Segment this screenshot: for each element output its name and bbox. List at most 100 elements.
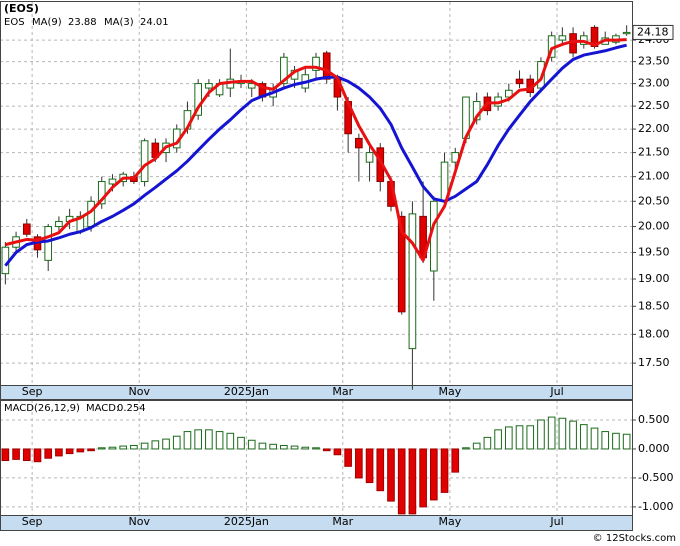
y-tick-label: -1.000 (638, 500, 673, 513)
macd-bar (312, 447, 320, 450)
macd-bar (462, 447, 470, 450)
y-tick-label: 17.50 (638, 356, 670, 369)
y-tick-label: 18.50 (638, 299, 670, 312)
candle-body (97, 181, 106, 205)
y-tick-label: 21.00 (638, 170, 670, 183)
legend-ma9-value: 23.88 (68, 17, 97, 28)
candle-body (322, 52, 331, 80)
macd-bar (280, 444, 288, 450)
candle-body (558, 35, 567, 41)
macd-bar (194, 429, 202, 450)
date-axis-band (0, 515, 632, 530)
macd-bar (55, 448, 63, 457)
price-frame (0, 1, 633, 400)
macd-bar (387, 448, 395, 502)
candle-body (44, 226, 53, 261)
y-tick-label: 23.00 (638, 77, 670, 90)
candle-body (247, 83, 256, 89)
ma-line (4, 43, 627, 267)
macd-bar (22, 448, 31, 462)
x-tick-label: May (439, 515, 462, 528)
macd-bar (333, 448, 342, 456)
macd-bar (226, 432, 235, 450)
y-tick-label: 22.50 (638, 99, 670, 112)
macd-legend-value: 0.254 (117, 403, 146, 414)
x-tick-label: Jul (549, 385, 563, 398)
macd-bar (12, 448, 20, 460)
macd-bar (33, 448, 42, 463)
x-tick-label: May (439, 385, 462, 398)
macd-bar (526, 425, 535, 450)
x-tick-label: 2025Jan (224, 385, 269, 398)
macd-bar (451, 448, 460, 473)
candle-body (55, 220, 63, 228)
macd-bar (355, 448, 363, 479)
y-tick-label: 0.000 (638, 442, 670, 455)
macd-bar (322, 448, 331, 452)
candle-body (408, 213, 417, 350)
x-tick-label: Sep (22, 515, 43, 528)
macd-bar (504, 426, 513, 450)
macd-bar (483, 436, 492, 450)
x-tick-label: Sep (22, 385, 43, 398)
macd-bar (130, 444, 138, 450)
macd-bar (515, 425, 524, 450)
y-tick-label: 19.00 (638, 272, 670, 285)
chart-title: (EOS) (4, 2, 39, 15)
macd-bar (440, 448, 449, 493)
macd-bar (612, 432, 620, 450)
macd-legend: MACD: (86, 403, 119, 414)
macd-bar (419, 448, 427, 508)
candle-body (140, 140, 149, 183)
y-tick-label: 22.00 (638, 122, 670, 135)
legend-ma3-value: 24.01 (140, 17, 169, 28)
legend-ticker: EOS (4, 17, 25, 28)
candle-body (312, 56, 320, 71)
y-tick-label: 20.00 (638, 220, 670, 233)
date-axis-band (0, 385, 632, 400)
candle-body (280, 56, 288, 85)
candle-body (622, 31, 631, 35)
y-tick-label: 0.500 (638, 413, 670, 426)
macd-bar (301, 446, 310, 450)
macd-bar (558, 417, 567, 450)
legend-ma3: MA(3) (104, 17, 134, 28)
macd-bar (376, 448, 385, 492)
last-price-label: 24.18 (637, 25, 669, 38)
macd-bar (97, 447, 106, 450)
candle-body (22, 223, 31, 235)
macd-bar (258, 442, 267, 450)
candle-body (355, 137, 363, 149)
macd-frame (0, 400, 633, 531)
candle-body (205, 83, 213, 89)
macd-title: MACD(26,12,9) (4, 403, 80, 414)
x-tick-label: Jul (549, 515, 563, 528)
macd-bar (408, 448, 417, 515)
x-tick-label: Nov (129, 385, 151, 398)
y-tick-label: 19.50 (638, 245, 670, 258)
macd-bar (162, 438, 170, 450)
macd-bar (269, 443, 277, 450)
macd-bar (537, 419, 545, 450)
macd-bar (108, 446, 117, 450)
y-tick-label: 18.00 (638, 327, 670, 340)
macd-bar (622, 433, 631, 450)
candle-body (515, 78, 524, 85)
macd-bar (494, 429, 502, 450)
x-tick-label: Nov (129, 515, 151, 528)
macd-bar (1, 448, 10, 462)
macd-bar (87, 448, 95, 452)
y-tick-label: 20.50 (638, 194, 670, 207)
macd-bar (579, 424, 588, 450)
macd-bar (215, 431, 224, 450)
macd-bar (547, 416, 556, 450)
macd-bar (430, 448, 438, 501)
y-tick-label: -0.500 (638, 471, 673, 484)
macd-bar (183, 431, 192, 450)
macd-bar (65, 448, 74, 455)
macd-bar (344, 448, 352, 467)
candle-body (108, 178, 117, 185)
macd-bar (151, 440, 160, 450)
candle-body (194, 83, 202, 116)
